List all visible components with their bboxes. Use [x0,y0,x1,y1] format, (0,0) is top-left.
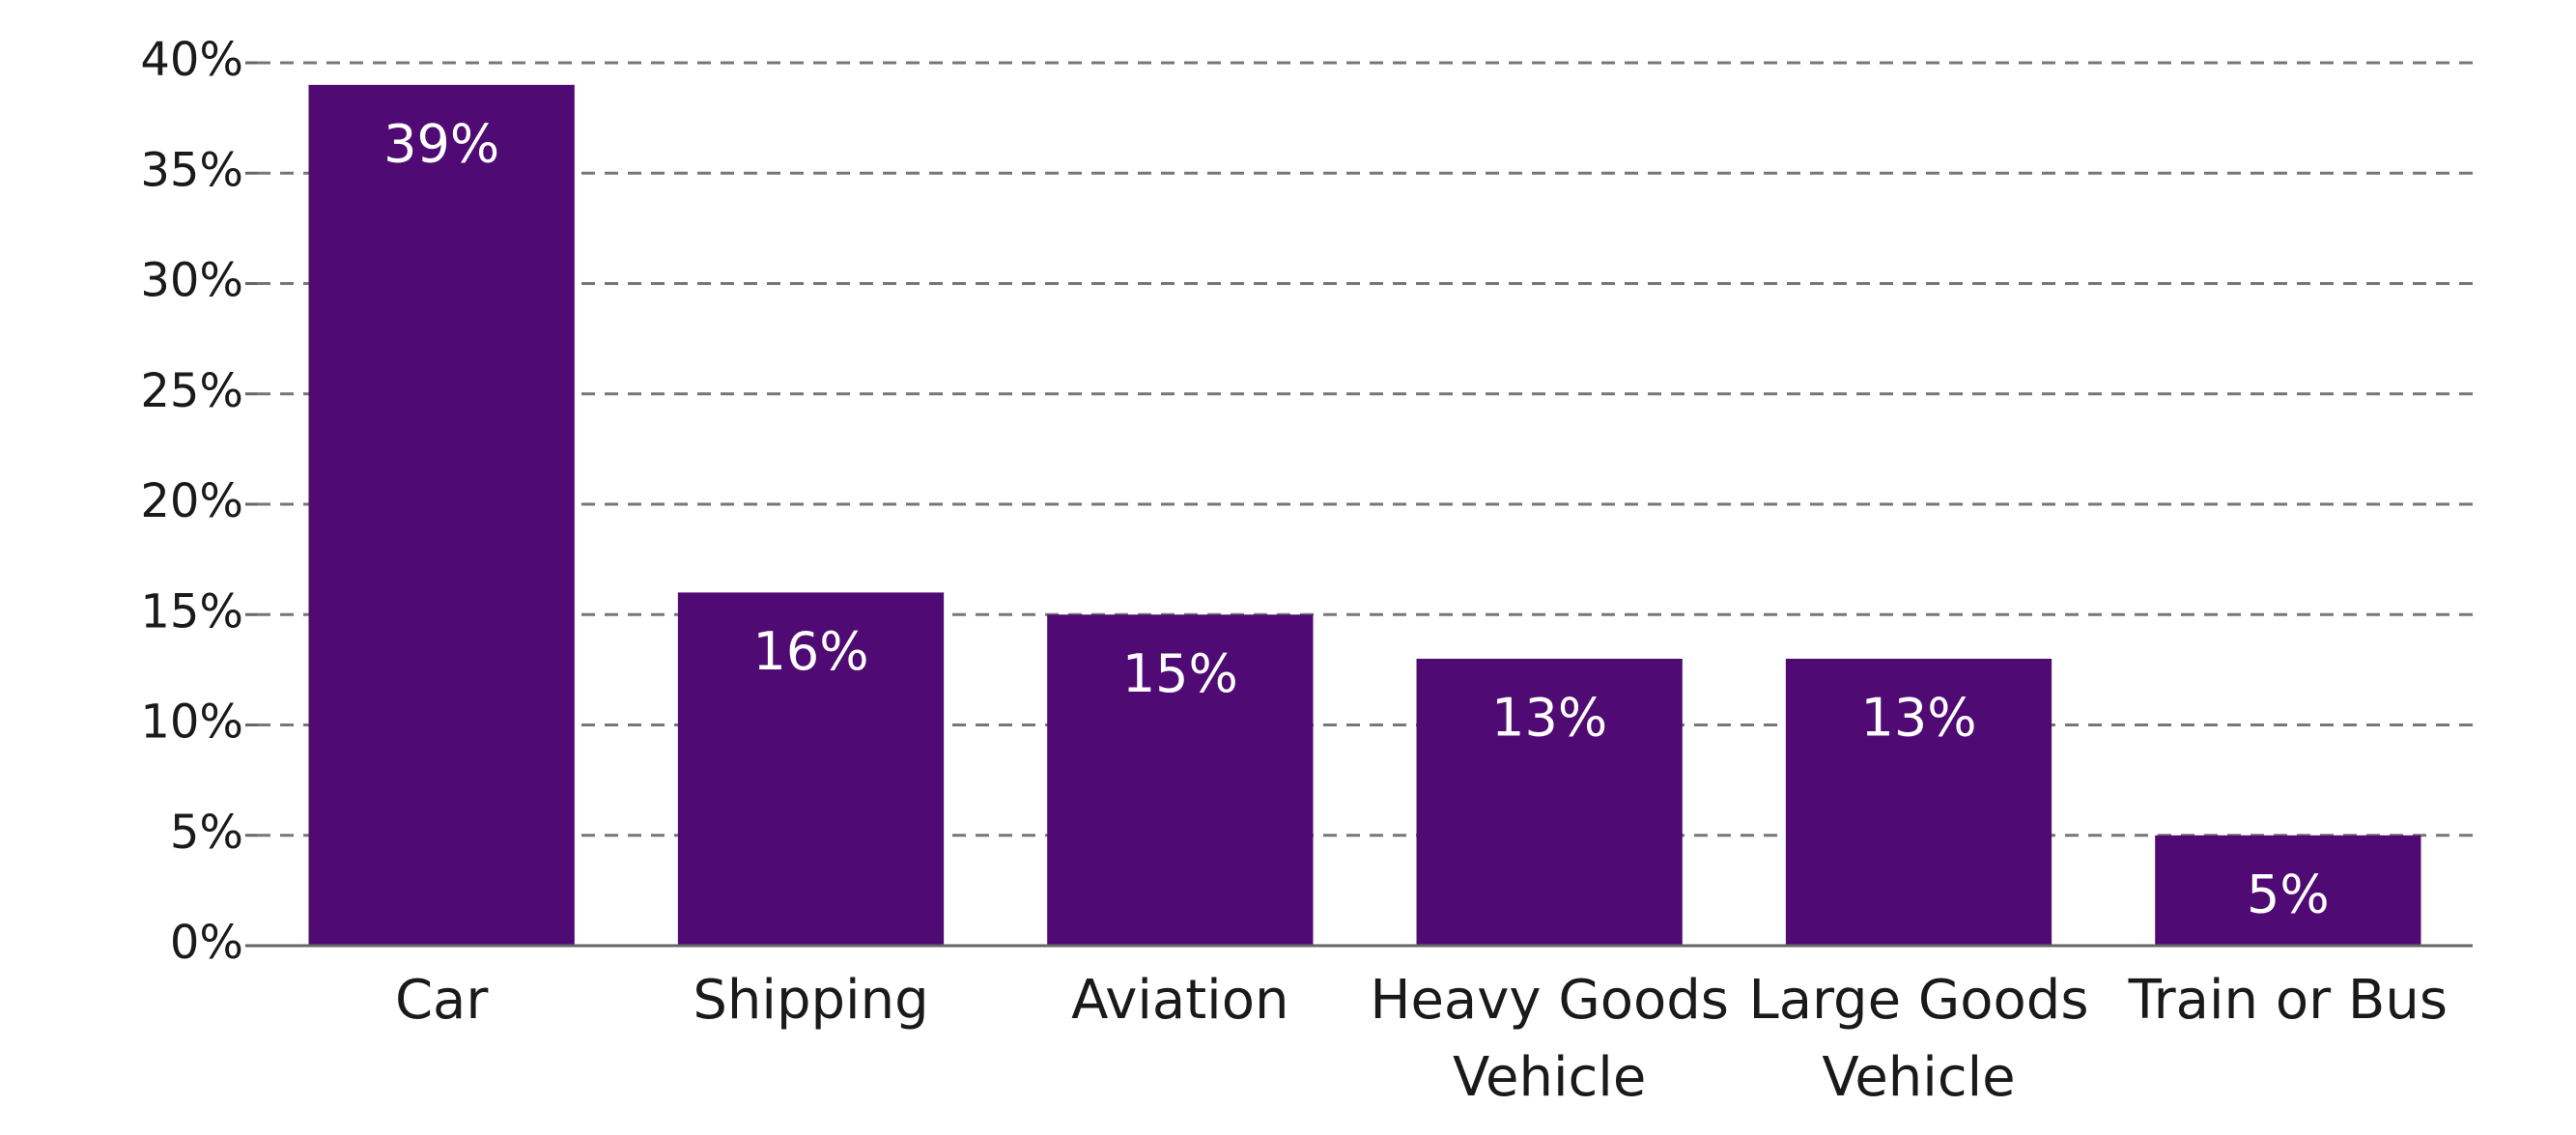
y-tick-label: 10% [140,695,243,750]
bar [1047,614,1314,946]
y-tick-label: 30% [140,254,243,308]
bar [308,84,575,947]
x-tick-label: Aviation [1071,969,1288,1032]
data-label: 15% [1122,643,1238,704]
bar [1416,658,1683,946]
bar [2155,835,2421,946]
y-tick-label: 40% [140,33,243,87]
y-tick-label: 0% [170,916,243,970]
y-tick-label: 35% [140,143,243,197]
x-tick-label: Car [395,969,489,1032]
data-label: 5% [2247,864,2330,924]
data-label: 16% [752,621,868,682]
data-label: 13% [1860,688,1976,749]
x-tick-label: Shipping [693,969,928,1032]
y-tick-label: 25% [140,364,243,418]
x-tick-label: Large Goods Vehicle [1749,969,2089,1109]
y-tick-label: 15% [140,584,243,638]
bar [1785,658,2052,946]
data-label: 13% [1491,688,1607,749]
x-tick-label: Heavy Goods Vehicle [1370,969,1729,1109]
bar [677,592,945,946]
data-label: 39% [383,113,499,174]
y-tick-label: 20% [140,474,243,528]
x-tick-label: Train or Bus [2128,969,2448,1032]
y-tick-label: 5% [170,806,243,860]
